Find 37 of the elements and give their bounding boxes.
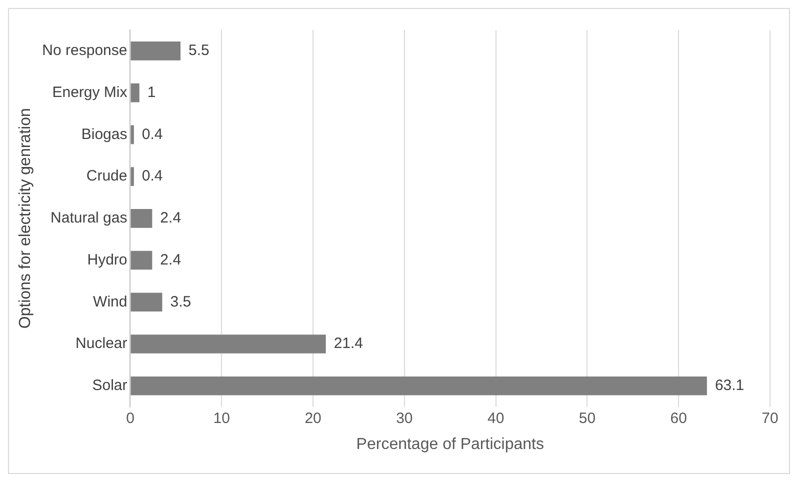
x-tick-label: 10 (213, 410, 230, 427)
data-label: 2.4 (160, 251, 182, 268)
bar (130, 376, 707, 396)
y-tick-label: Wind (93, 293, 128, 310)
data-label: 1 (147, 84, 156, 101)
y-tick-label: Nuclear (76, 335, 128, 352)
data-label: 2.4 (160, 210, 182, 227)
x-tick-label: 20 (304, 410, 322, 427)
x-tick-label: 40 (487, 410, 504, 427)
bar (130, 250, 152, 270)
y-tick-label: Hydro (87, 251, 128, 268)
bar (130, 42, 181, 60)
y-tick-label: Crude (86, 168, 128, 185)
data-label: 3.5 (170, 293, 192, 310)
bar (130, 167, 134, 186)
bar (130, 83, 140, 102)
y-axis-title: Options for electricity genration (17, 108, 34, 329)
x-tick-label: 70 (762, 410, 778, 427)
bar (130, 125, 134, 144)
data-label: 5.5 (188, 42, 210, 60)
bar (130, 292, 162, 312)
y-tick-label: Natural gas (50, 210, 128, 227)
bar (130, 334, 326, 354)
y-tick-label: Solar (92, 377, 128, 394)
data-label: 63.1 (714, 377, 744, 394)
data-label: 0.4 (142, 126, 163, 143)
x-tick-label: 50 (578, 410, 596, 427)
data-label: 0.4 (142, 168, 163, 185)
x-tick-label: 30 (396, 410, 413, 427)
y-tick-label: No response (42, 42, 128, 60)
y-tick-label: Energy Mix (52, 84, 128, 101)
data-label: 21.4 (334, 335, 364, 352)
x-axis-title: Percentage of Participants (356, 436, 544, 453)
x-tick-label: 60 (670, 410, 687, 427)
y-tick-label: Biogas (81, 126, 128, 143)
x-tick-label: 0 (126, 410, 134, 427)
bar (130, 208, 152, 228)
